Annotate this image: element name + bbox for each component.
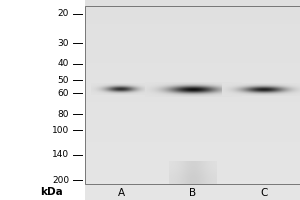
Text: 60: 60 bbox=[58, 89, 69, 98]
Text: 80: 80 bbox=[58, 110, 69, 119]
Text: 100: 100 bbox=[52, 126, 69, 135]
Text: C: C bbox=[261, 188, 268, 198]
Text: 20: 20 bbox=[58, 9, 69, 18]
Bar bbox=[85, 6, 300, 184]
Text: 30: 30 bbox=[58, 39, 69, 48]
Text: 200: 200 bbox=[52, 176, 69, 185]
Text: A: A bbox=[118, 188, 125, 198]
Text: 50: 50 bbox=[58, 76, 69, 85]
Text: B: B bbox=[189, 188, 196, 198]
Text: kDa: kDa bbox=[40, 187, 63, 197]
Text: 40: 40 bbox=[58, 59, 69, 68]
Text: 140: 140 bbox=[52, 150, 69, 159]
